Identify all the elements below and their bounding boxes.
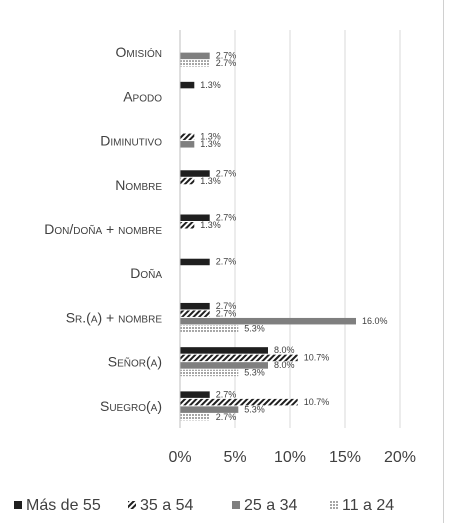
x-tick-labels: 0% 5% 10% 15% 20% bbox=[168, 449, 416, 466]
bar bbox=[180, 60, 210, 67]
bar bbox=[180, 317, 356, 325]
category-label: Suegro(a) bbox=[100, 398, 162, 414]
bar bbox=[180, 347, 268, 354]
bars bbox=[180, 52, 356, 421]
x-tick-label: 5% bbox=[223, 449, 246, 466]
bar bbox=[180, 325, 239, 332]
data-label: 1.3% bbox=[200, 176, 221, 186]
data-label: 2.7% bbox=[216, 51, 237, 61]
bar bbox=[180, 141, 195, 148]
data-label: 2.7% bbox=[216, 301, 237, 311]
legend: Más de 55 35 a 54 25 a 34 11 a 24 bbox=[14, 497, 394, 514]
gridlines bbox=[234, 30, 401, 428]
bar bbox=[180, 406, 239, 413]
data-label: 1.3% bbox=[200, 80, 221, 90]
page-border bbox=[443, 0, 444, 523]
category-label: Doña bbox=[130, 265, 162, 281]
bar bbox=[180, 133, 195, 141]
bar bbox=[180, 81, 195, 89]
legend-item: Más de 55 bbox=[14, 497, 101, 514]
category-label: Apodo bbox=[123, 88, 162, 104]
x-tick-label: 15% bbox=[329, 449, 361, 466]
bar bbox=[180, 214, 210, 221]
data-label: 16.0% bbox=[362, 316, 388, 326]
category-label: Señor(a) bbox=[108, 354, 162, 370]
legend-item: 35 a 54 bbox=[128, 497, 193, 514]
category-label: Don/doña + nombre bbox=[44, 221, 162, 237]
data-label: 8.0% bbox=[274, 360, 295, 370]
legend-swatch bbox=[14, 501, 22, 509]
bar bbox=[180, 258, 210, 266]
data-label: 2.7% bbox=[216, 58, 237, 68]
category-label: Sr.(a) + nombre bbox=[66, 309, 163, 325]
bar bbox=[180, 391, 210, 398]
data-label: 2.7% bbox=[216, 389, 237, 399]
legend-label: 11 a 24 bbox=[342, 497, 394, 514]
bar bbox=[180, 222, 195, 229]
data-label: 5.3% bbox=[244, 323, 265, 333]
data-label: 1.3% bbox=[200, 139, 221, 149]
legend-label: 35 a 54 bbox=[140, 497, 193, 514]
data-label: 2.7% bbox=[216, 412, 237, 422]
category-label: Omisión bbox=[116, 44, 162, 60]
data-label: 10.7% bbox=[304, 353, 330, 363]
legend-swatch bbox=[128, 501, 136, 509]
data-label: 5.3% bbox=[244, 368, 265, 378]
data-label: 2.7% bbox=[216, 308, 237, 318]
x-tick-label: 0% bbox=[168, 449, 191, 466]
data-label: 10.7% bbox=[304, 397, 330, 407]
data-label: 1.3% bbox=[200, 220, 221, 230]
bar bbox=[180, 52, 210, 60]
bar bbox=[180, 398, 298, 406]
category-label: Diminutivo bbox=[100, 133, 162, 149]
legend-item: 11 a 24 bbox=[330, 497, 394, 514]
bar bbox=[180, 413, 210, 421]
legend-swatch bbox=[330, 501, 338, 509]
bar bbox=[180, 170, 210, 177]
bar bbox=[180, 369, 239, 377]
data-label: 2.7% bbox=[216, 213, 237, 223]
legend-swatch bbox=[232, 501, 240, 509]
category-label: Nombre bbox=[115, 177, 162, 193]
bar bbox=[180, 354, 298, 362]
x-tick-label: 10% bbox=[274, 449, 306, 466]
legend-label: Más de 55 bbox=[26, 497, 101, 514]
x-tick-label: 20% bbox=[384, 449, 416, 466]
legend-label: 25 a 34 bbox=[244, 497, 297, 514]
category-labels: Omisión Apodo Diminutivo Nombre Don/doña + n… bbox=[44, 44, 162, 414]
bar bbox=[180, 302, 210, 310]
data-label: 2.7% bbox=[216, 257, 237, 267]
bar bbox=[180, 177, 195, 185]
data-label: 8.0% bbox=[274, 345, 295, 355]
data-label: 1.3% bbox=[200, 132, 221, 142]
bar bbox=[180, 310, 210, 317]
data-labels: 2.7%2.7%1.3%1.3%1.3%2.7%1.3%2.7%1.3%2.7%… bbox=[200, 51, 387, 422]
data-label: 2.7% bbox=[216, 168, 237, 178]
legend-item: 25 a 34 bbox=[232, 497, 297, 514]
bar bbox=[180, 362, 268, 369]
data-label: 5.3% bbox=[244, 404, 265, 414]
